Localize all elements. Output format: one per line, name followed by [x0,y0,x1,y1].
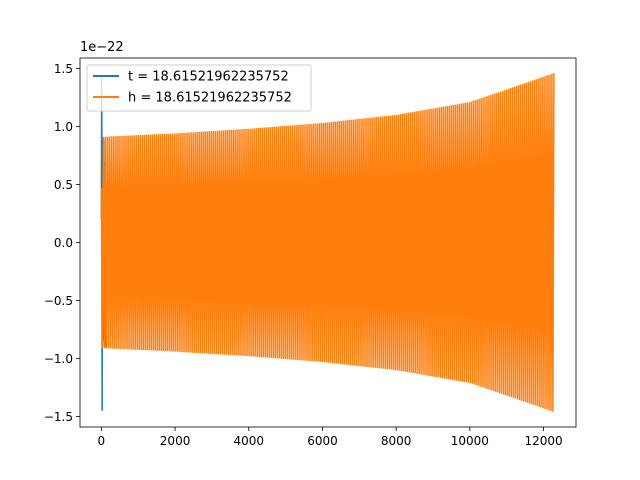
series-line-h [100,73,555,412]
legend-label-h: h = 18.61521962235752 [128,91,292,106]
y-tick-label: 0.0 [54,236,73,250]
legend: t = 18.61521962235752 h = 18.61521962235… [86,64,312,112]
x-tick-label: 2000 [160,434,191,448]
series-layer [100,73,555,412]
y-axis: −1.5 −1.0 −0.5 0.0 0.5 1.0 1.5 [44,62,80,424]
y-tick-label: 1.0 [54,120,73,134]
x-tick-label: 0 [98,434,106,448]
y-tick-label: −1.0 [44,352,73,366]
x-tick-label: 6000 [307,434,338,448]
legend-box [86,64,312,112]
y-tick-label: −0.5 [44,294,73,308]
y-offset-label: 1e−22 [80,40,124,55]
x-tick-label: 4000 [233,434,264,448]
x-tick-label: 12000 [524,434,562,448]
x-tick-label: 8000 [381,434,412,448]
x-axis: 0 2000 4000 6000 8000 10000 12000 [98,427,563,448]
y-tick-label: −1.5 [44,410,73,424]
y-tick-label: 0.5 [54,178,73,192]
x-tick-label: 10000 [451,434,489,448]
y-tick-label: 1.5 [54,62,73,76]
legend-label-t: t = 18.61521962235752 [128,70,289,85]
